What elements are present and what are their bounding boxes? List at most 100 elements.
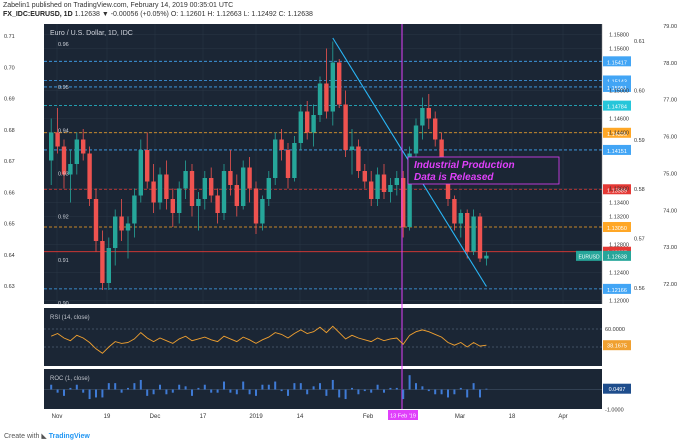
right-scale-3-label: 76.00 bbox=[663, 135, 677, 141]
candle-body bbox=[93, 199, 99, 241]
annotation-box: Industrial Production Data is Released bbox=[407, 156, 560, 185]
roc-bar bbox=[88, 389, 91, 400]
level-price-label: 1.14396 bbox=[607, 132, 627, 138]
roc-bar bbox=[95, 389, 97, 398]
roc-bar bbox=[421, 386, 424, 390]
horizontal-levels bbox=[44, 60, 602, 290]
roc-bar bbox=[447, 389, 449, 398]
event-date-label: 13 Feb '19 bbox=[390, 414, 416, 420]
candle-body bbox=[426, 108, 431, 119]
chart-title: Euro / U.S. Dollar, 1D, IDC bbox=[50, 30, 133, 37]
left-scale-label: 0.66 bbox=[4, 190, 15, 196]
current-price-tag bbox=[603, 250, 631, 261]
roc-bar bbox=[383, 389, 385, 393]
candle-body bbox=[49, 132, 54, 161]
roc-layer bbox=[44, 375, 602, 400]
roc-pane bbox=[44, 369, 602, 409]
candle-body bbox=[343, 104, 348, 150]
candle-body bbox=[106, 248, 111, 283]
right-scale-3-label: 74.00 bbox=[663, 208, 677, 214]
left-scale-label: 0.65 bbox=[4, 222, 15, 228]
roc-bar bbox=[171, 389, 174, 393]
candle-body bbox=[221, 171, 227, 213]
left-scale-label: 0.69 bbox=[4, 97, 15, 103]
roc-bar bbox=[159, 384, 161, 390]
candle-body bbox=[68, 164, 73, 175]
level-price-tag bbox=[603, 283, 631, 294]
roc-bar bbox=[402, 389, 405, 400]
roc-bar bbox=[197, 387, 200, 390]
chart-footer: Create with ◣ TradingView bbox=[0, 429, 680, 444]
rsi-value-label: 38.1675 bbox=[607, 344, 627, 350]
roc-bar bbox=[466, 389, 469, 398]
roc-bar bbox=[306, 389, 309, 395]
candle-body bbox=[74, 139, 79, 164]
candle-body bbox=[87, 153, 92, 199]
left-scale-label: 0.71 bbox=[4, 34, 15, 40]
candle-body bbox=[145, 150, 150, 182]
candle-body bbox=[311, 115, 316, 133]
footer-brand[interactable]: TradingView bbox=[48, 433, 90, 440]
roc-bar bbox=[370, 389, 373, 393]
tradingview-logo-icon: ◣ bbox=[41, 433, 47, 440]
candle-body bbox=[420, 108, 425, 126]
rsi-value-tag bbox=[603, 340, 631, 351]
roc-bar bbox=[255, 389, 257, 396]
roc-bar bbox=[69, 387, 72, 390]
candle-body bbox=[234, 185, 239, 206]
ohlc-readout: 1.12638 ▼ -0.00056 (+0.05%) O: 1.12601 H… bbox=[74, 11, 313, 18]
level-price-tag bbox=[603, 56, 631, 67]
x-tick-label: Mar bbox=[455, 414, 465, 420]
footer-prefix: Create with bbox=[4, 433, 40, 440]
candle-body bbox=[337, 62, 342, 105]
candle-body bbox=[266, 178, 271, 199]
roc-bar bbox=[114, 383, 117, 390]
roc-bar bbox=[165, 389, 168, 395]
roc-bar bbox=[56, 389, 59, 393]
rsi-line bbox=[51, 325, 487, 354]
level-price-label: 1.15417 bbox=[607, 60, 627, 66]
candle-body bbox=[170, 199, 175, 213]
roc-bar bbox=[389, 387, 392, 390]
candle-body bbox=[439, 139, 444, 161]
right-scale-2-label: 0.58 bbox=[634, 187, 645, 193]
inner-scale-label: 0.96 bbox=[58, 42, 69, 48]
candle-body bbox=[484, 255, 489, 259]
chart-header: Zabelin1 published on TradingView.com, F… bbox=[0, 0, 680, 22]
roc-bar bbox=[299, 383, 302, 390]
price-tick-label: 1.15600 bbox=[609, 47, 629, 53]
symbol-tag bbox=[576, 250, 602, 261]
right-scale-3-label: 77.00 bbox=[663, 98, 677, 104]
candle-body bbox=[349, 146, 355, 150]
roc-bar bbox=[319, 383, 321, 390]
roc-min-label: -1.0000 bbox=[605, 407, 624, 413]
roc-bar bbox=[146, 389, 149, 396]
candle-body bbox=[369, 181, 374, 199]
price-tick-label: 1.13200 bbox=[609, 215, 629, 221]
candle-body bbox=[253, 188, 259, 224]
right-scale-2-label: 0.61 bbox=[634, 39, 645, 45]
roc-bar bbox=[82, 389, 85, 393]
roc-bar bbox=[101, 389, 104, 398]
candle-body bbox=[317, 83, 323, 115]
candle-body bbox=[458, 213, 463, 224]
roc-bar bbox=[344, 389, 347, 400]
rsi-pane bbox=[44, 308, 602, 366]
roc-bar bbox=[203, 384, 206, 390]
annotation-line-1: Industrial Production bbox=[414, 160, 515, 171]
roc-bar bbox=[415, 383, 417, 390]
current-price-label: 1.12638 bbox=[607, 254, 627, 260]
x-tick-label: Nov bbox=[52, 414, 63, 420]
price-chart[interactable]: 1.154171.151431.150511.147841.143961.141… bbox=[0, 22, 680, 429]
x-tick-label: Dec bbox=[150, 414, 161, 420]
footer-text: Create with ◣ TradingView bbox=[4, 432, 90, 440]
roc-bar bbox=[280, 389, 283, 392]
price-tick-label: 1.14400 bbox=[609, 131, 629, 137]
candle-body bbox=[125, 223, 131, 231]
candle-body bbox=[164, 174, 169, 199]
candle-body bbox=[228, 171, 233, 185]
roc-bar bbox=[107, 383, 110, 390]
roc-bar bbox=[63, 389, 65, 396]
roc-bar bbox=[127, 387, 129, 390]
roc-bar bbox=[216, 389, 219, 393]
